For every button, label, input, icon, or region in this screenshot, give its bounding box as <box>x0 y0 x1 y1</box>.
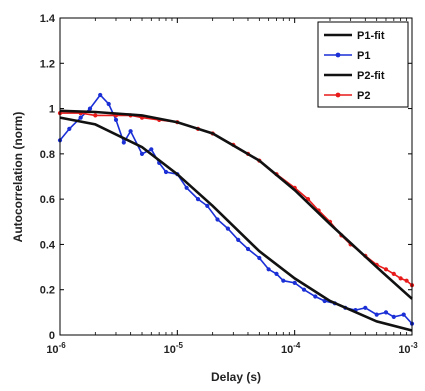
y-tick-label: 1.4 <box>40 13 56 25</box>
legend-label: P2 <box>357 90 370 102</box>
data-point-p1 <box>391 314 396 319</box>
data-point-p2 <box>383 267 389 272</box>
legend-item-p2: P2 <box>324 90 370 102</box>
data-point-p1 <box>245 246 251 252</box>
data-point-p1 <box>225 226 230 231</box>
legend-label: P1-fit <box>357 30 385 42</box>
y-tick-label: 0.6 <box>40 194 55 206</box>
data-point-p1 <box>128 129 133 134</box>
data-point-p1 <box>149 147 154 152</box>
y-tick-label: 0.2 <box>40 285 55 297</box>
data-point-p1 <box>113 117 119 122</box>
y-tick-label: 0.4 <box>40 239 56 251</box>
data-point-p1 <box>121 140 126 145</box>
data-point-p1 <box>266 267 271 272</box>
legend-item-p1: P1 <box>324 50 370 62</box>
data-point-p1 <box>292 280 297 285</box>
legend-item-p1-fit: P1-fit <box>324 30 385 42</box>
data-point-p1 <box>215 217 220 222</box>
data-point-p2 <box>93 113 98 118</box>
y-tick-label: 1 <box>49 104 55 116</box>
data-point-p1 <box>301 287 307 292</box>
data-point-p1 <box>67 126 72 131</box>
data-point-p1 <box>205 203 210 208</box>
data-point-p1 <box>195 197 201 202</box>
data-point-p1 <box>87 106 93 111</box>
legend-label: P1 <box>357 50 370 62</box>
legend-item-p2-fit: P2-fit <box>324 70 385 82</box>
data-point-p1 <box>236 237 241 242</box>
data-point-p1 <box>383 310 389 315</box>
legend-marker <box>335 52 341 58</box>
x-tick-label: 10-4 <box>281 341 301 356</box>
data-point-p1 <box>363 305 368 310</box>
y-tick-label: 1.2 <box>40 58 55 70</box>
x-tick-label: 10-3 <box>398 341 418 356</box>
legend-marker <box>335 92 341 98</box>
x-tick-labels: 10-6 10-5 10-4 10-3 <box>46 341 418 356</box>
data-point-p2 <box>391 271 396 276</box>
y-tick-labels: 0 0.2 0.4 0.6 0.8 1 1.2 1.4 <box>40 13 56 342</box>
data-point-p1 <box>106 101 111 107</box>
y-axis-title: Autocorrelation (norm) <box>11 112 25 243</box>
data-point-p1 <box>274 271 279 276</box>
data-point-p1 <box>313 294 318 299</box>
x-tick-label: 10-5 <box>164 341 184 356</box>
plot-frame <box>59 17 413 336</box>
x-tick-label: 10-6 <box>46 341 66 356</box>
data-point-p1 <box>163 169 169 175</box>
y-tick-label: 0 <box>49 330 55 342</box>
data-point-p2 <box>398 276 403 281</box>
data-point-p1 <box>184 185 189 190</box>
legend: P1-fit P1 P2-fit P2 <box>317 21 409 108</box>
data-point-p1 <box>322 298 327 304</box>
series-line-p1-fit <box>59 116 413 332</box>
data-point-p1 <box>374 312 379 317</box>
legend-label: P2-fit <box>357 70 385 82</box>
data-point-p1 <box>78 115 83 120</box>
data-point-p1 <box>257 255 262 261</box>
data-point-p1 <box>139 151 145 156</box>
x-axis-title: Delay (s) <box>211 370 261 384</box>
data-point-p1 <box>98 92 103 98</box>
y-tick-label: 0.8 <box>40 149 55 161</box>
data-point-p1 <box>281 278 286 283</box>
series-line-p2-fit <box>59 109 413 300</box>
data-point-p1 <box>401 312 406 317</box>
data-point-p2 <box>404 278 409 283</box>
